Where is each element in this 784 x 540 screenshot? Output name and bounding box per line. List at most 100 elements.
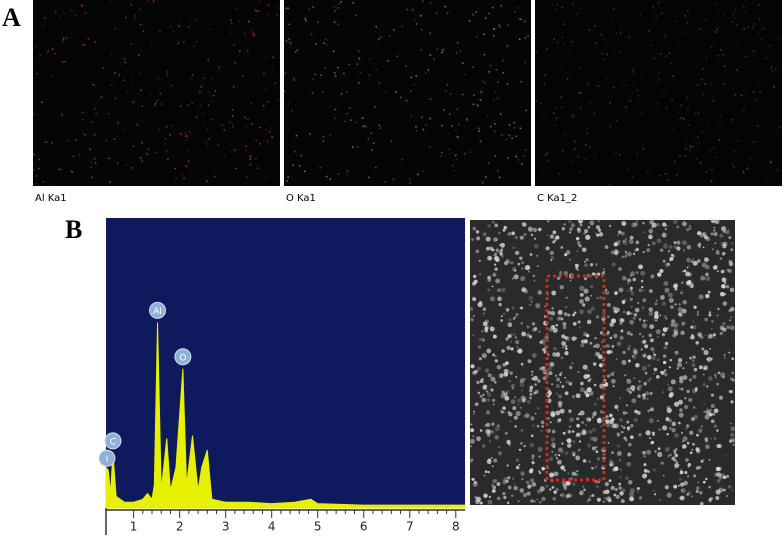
- map-dot: [51, 48, 54, 50]
- map-dot: [506, 83, 509, 85]
- sem-grain: [627, 442, 632, 447]
- sem-grain: [507, 411, 511, 414]
- map-dot: [769, 160, 772, 163]
- sem-grain: [689, 284, 694, 289]
- map-dot: [84, 12, 87, 14]
- map-dot: [422, 170, 424, 172]
- sem-grain: [559, 408, 565, 414]
- sem-grain: [627, 452, 632, 457]
- sem-grain: [575, 393, 581, 399]
- map-dot: [540, 170, 542, 173]
- map-dot: [573, 115, 575, 117]
- map-dot: [289, 41, 291, 44]
- map-dot: [482, 80, 484, 83]
- sem-grain: [568, 231, 572, 234]
- sem-grain: [483, 474, 486, 477]
- sem-grain: [503, 225, 507, 230]
- map-dot: [659, 53, 662, 55]
- sem-grain: [622, 239, 626, 244]
- sem-grain: [482, 393, 485, 396]
- sem-grain: [505, 361, 509, 365]
- map-dot: [715, 31, 717, 33]
- sem-grain: [533, 392, 535, 395]
- sem-grain: [620, 231, 625, 236]
- sem-grain: [519, 382, 525, 388]
- map-dot: [95, 112, 97, 115]
- map-dot: [742, 164, 744, 167]
- sem-grain: [716, 382, 719, 386]
- sem-grain: [679, 379, 684, 384]
- sem-grain: [633, 417, 638, 423]
- map-dot: [688, 124, 690, 126]
- map-dot: [609, 125, 612, 128]
- sem-grain: [511, 277, 514, 280]
- map-dot: [457, 123, 460, 126]
- sem-grain: [680, 330, 685, 336]
- sem-grain: [484, 325, 490, 330]
- spectrum-area: [105, 322, 466, 509]
- sem-grain: [617, 234, 620, 237]
- sem-grain: [577, 448, 581, 452]
- sem-grain: [487, 373, 492, 378]
- sem-grain: [628, 491, 635, 497]
- sem-grain: [710, 419, 715, 424]
- map-dot: [558, 173, 561, 175]
- sem-grain: [497, 451, 503, 456]
- sem-grain: [708, 485, 711, 489]
- sem-grain: [514, 425, 517, 428]
- sem-grain: [719, 325, 725, 331]
- map-dot: [369, 58, 371, 60]
- map-dot: [45, 141, 48, 144]
- sem-grain: [500, 393, 506, 399]
- map-dot: [405, 65, 407, 67]
- sem-grain: [523, 232, 527, 236]
- sem-grain: [667, 383, 669, 386]
- sem-grain: [633, 377, 636, 380]
- sem-grain: [665, 317, 668, 320]
- map-dot: [206, 180, 208, 182]
- sem-grain: [497, 296, 502, 302]
- sem-grain: [514, 396, 516, 399]
- sem-grain: [670, 323, 675, 327]
- map-dot: [379, 127, 382, 130]
- sem-grain: [533, 279, 536, 282]
- sem-grain: [592, 415, 595, 418]
- sem-grain: [490, 483, 494, 487]
- sem-grain: [716, 249, 719, 253]
- sem-grain: [559, 494, 562, 496]
- map-dot: [89, 148, 91, 151]
- sem-grain: [660, 370, 665, 375]
- sem-grain: [551, 451, 554, 453]
- map-dot: [183, 177, 185, 180]
- sem-grain: [632, 316, 636, 320]
- sem-grain: [528, 303, 532, 306]
- map-dot: [563, 42, 565, 44]
- map-dot: [562, 23, 565, 25]
- sem-grain: [642, 395, 647, 400]
- sem-grain: [649, 377, 652, 380]
- sem-grain: [572, 313, 575, 317]
- map-dot: [719, 115, 722, 118]
- sem-grain: [489, 384, 492, 387]
- sem-grain: [610, 417, 615, 422]
- sem-grain: [688, 226, 692, 231]
- sem-grain: [692, 374, 697, 379]
- sem-grain: [565, 494, 570, 499]
- map-dot: [358, 81, 360, 84]
- sem-grain: [492, 237, 498, 242]
- map-dot: [258, 0, 261, 2]
- sem-grain: [691, 282, 694, 285]
- map-dot: [468, 20, 471, 22]
- sem-grain: [529, 253, 533, 256]
- sem-grain: [627, 479, 633, 485]
- sem-grain: [538, 330, 541, 333]
- sem-grain: [722, 301, 728, 306]
- map-dot: [202, 125, 205, 127]
- sem-grain: [595, 232, 598, 235]
- x-tick-label: 1: [130, 520, 138, 534]
- sem-grain: [647, 363, 651, 368]
- map-label: O Ka1: [286, 193, 316, 204]
- sem-grain: [520, 381, 522, 383]
- sem-grain: [560, 356, 564, 360]
- map-dot: [167, 158, 169, 160]
